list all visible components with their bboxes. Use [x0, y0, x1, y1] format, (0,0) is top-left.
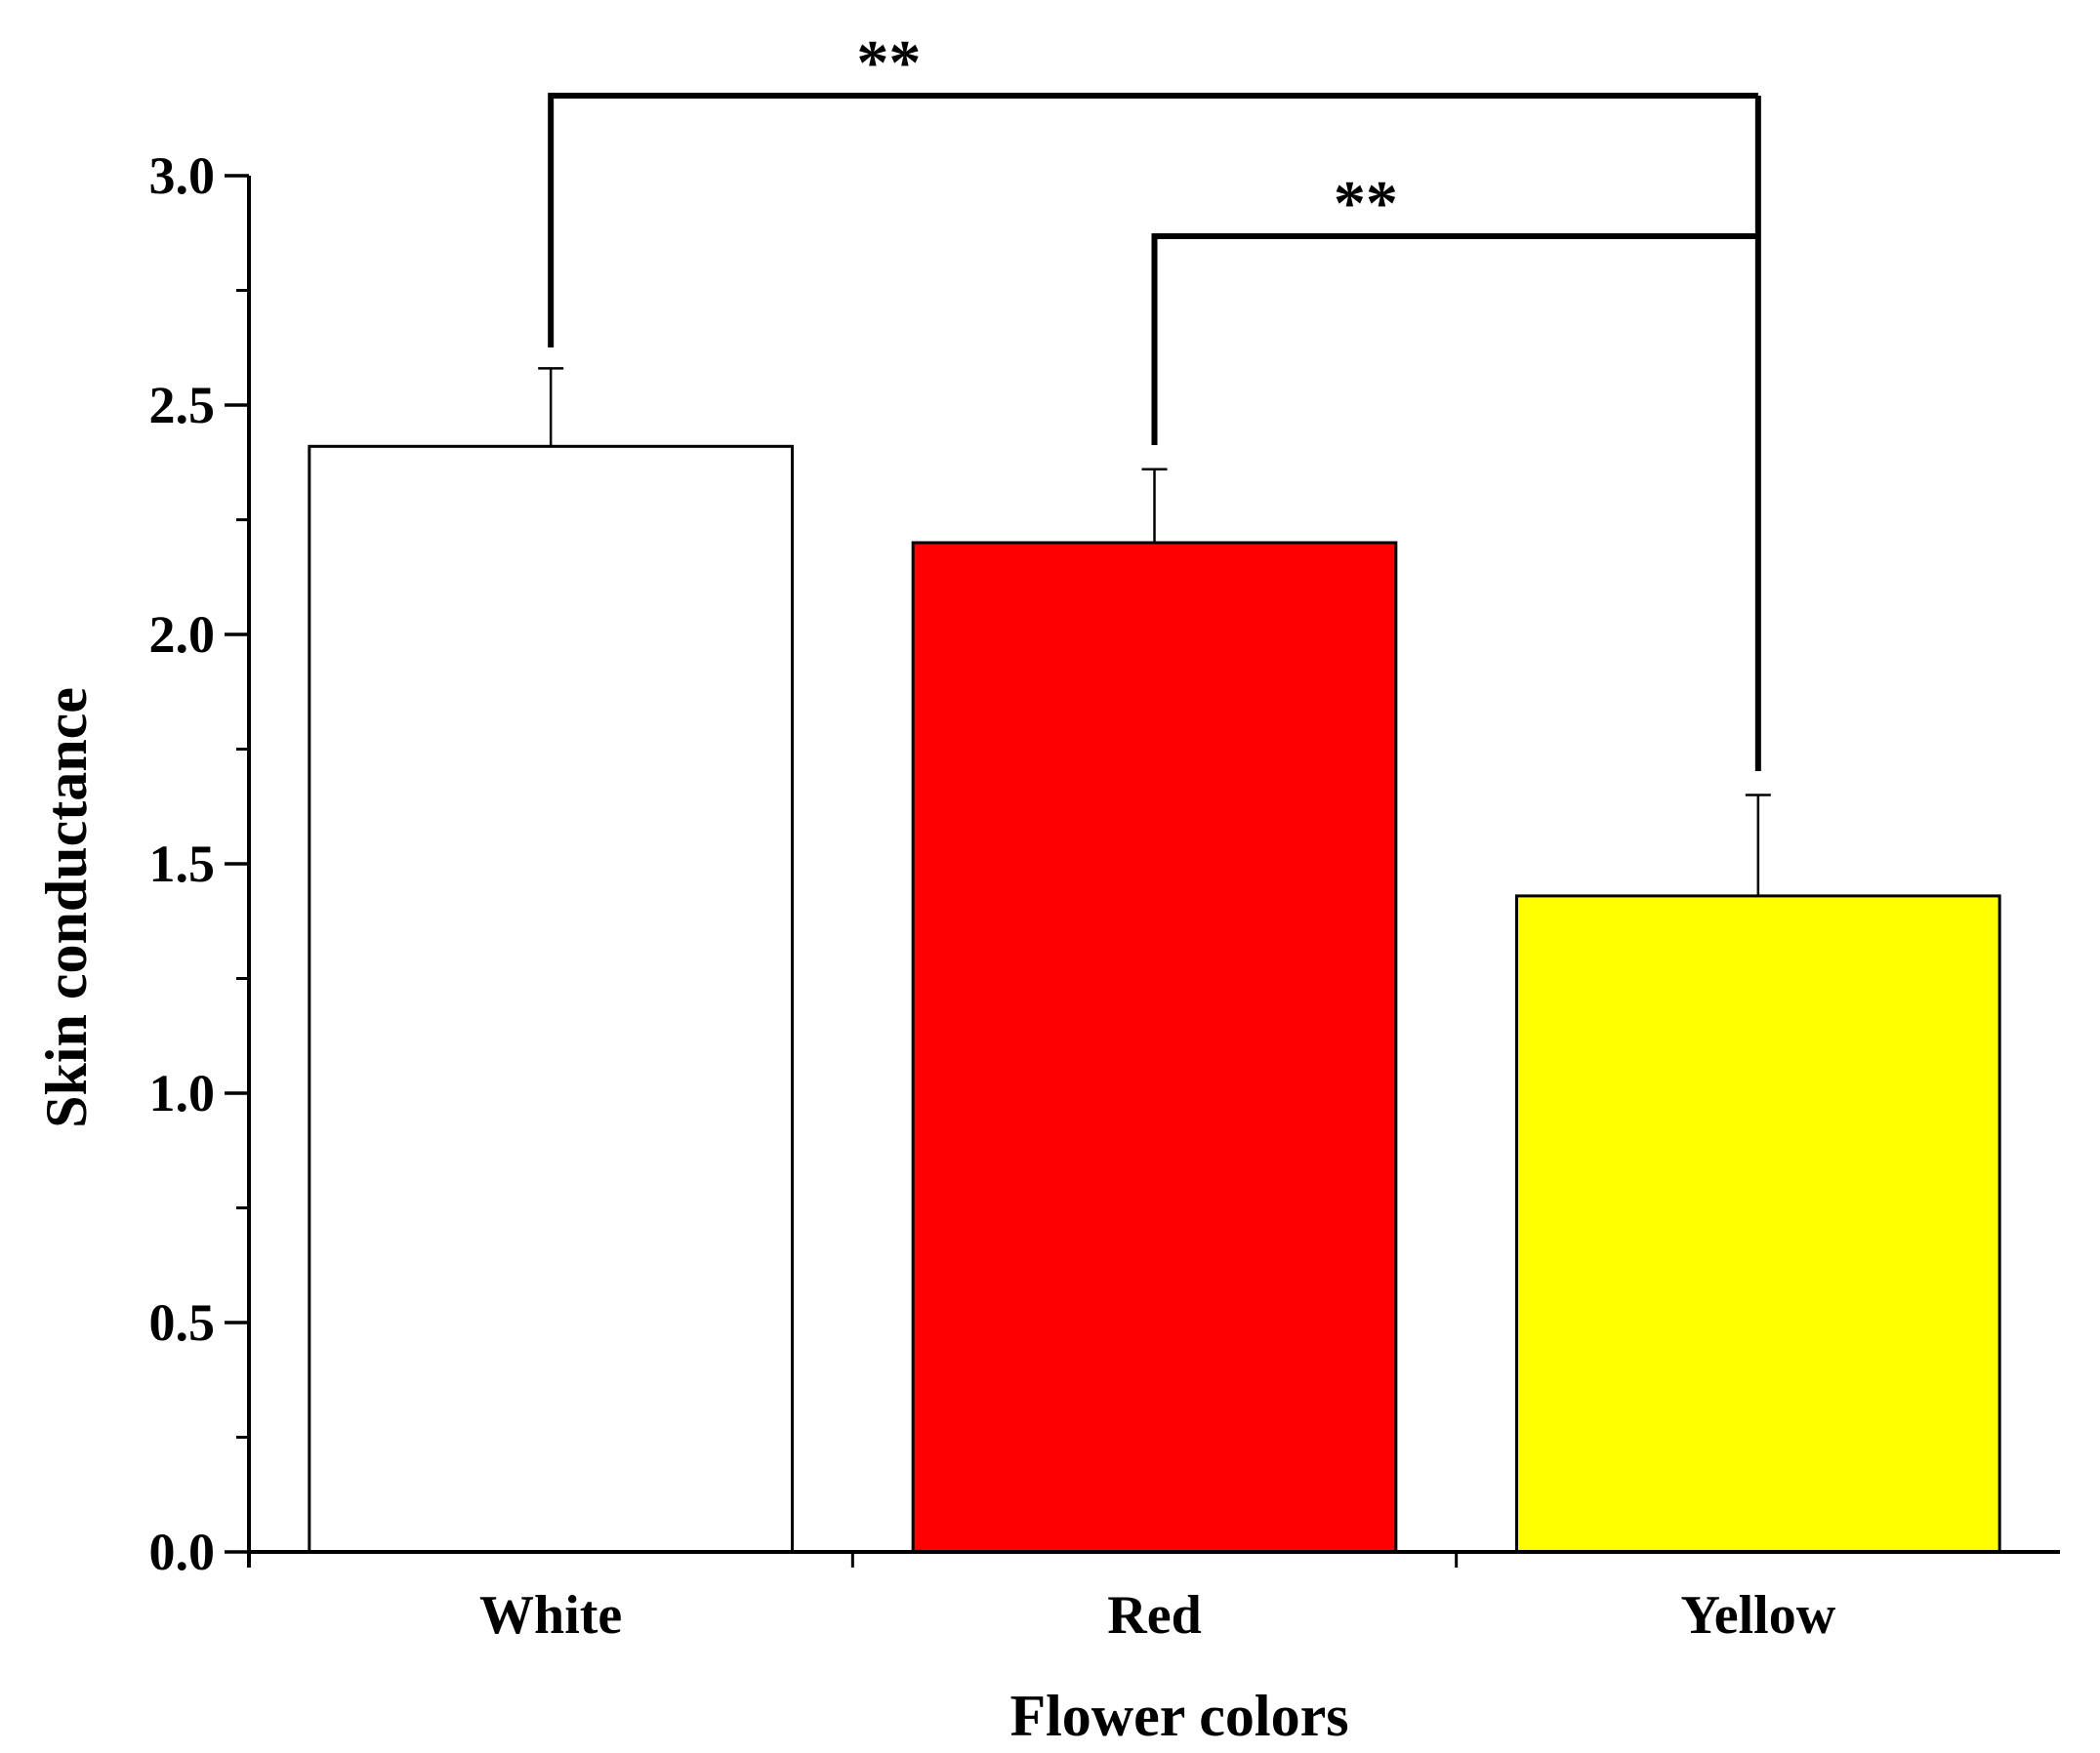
y-tick-label: 0.5 [149, 1293, 216, 1352]
significance-label: ** [1334, 168, 1398, 239]
y-tick-label: 1.0 [149, 1064, 216, 1122]
error-bars-layer [538, 367, 1771, 896]
bar-yellow [1515, 894, 2001, 1554]
labels-layer: Flower colors Skin conductance [34, 687, 1349, 1748]
x-tick-label-white: White [479, 1585, 622, 1646]
x-axis-label: Flower colors [1009, 1684, 1348, 1748]
x-tick-label-red: Red [1107, 1585, 1201, 1646]
significance-label: ** [856, 27, 921, 99]
y-tick-label: 0.0 [149, 1523, 216, 1581]
significance-layer: ** ** [548, 27, 1761, 771]
significance-bracket-white-yellow [548, 93, 1758, 347]
bars-layer [308, 444, 2001, 1554]
bar-white [308, 444, 794, 1554]
y-axis-label: Skin conductance [34, 687, 99, 1128]
bar-red [911, 541, 1398, 1554]
y-tick-label: 3.0 [149, 146, 216, 205]
axes-layer: White Red Yellow 0.0 0.5 1.0 1.5 2.0 2.5 3.0 [149, 146, 2060, 1646]
y-tick-label: 2.5 [149, 376, 216, 434]
y-tick-label: 1.5 [149, 835, 216, 893]
y-tick-label: 2.0 [149, 605, 216, 664]
significance-bracket-red-yellow [1151, 233, 1758, 445]
x-tick-label-yellow: Yellow [1681, 1585, 1836, 1646]
